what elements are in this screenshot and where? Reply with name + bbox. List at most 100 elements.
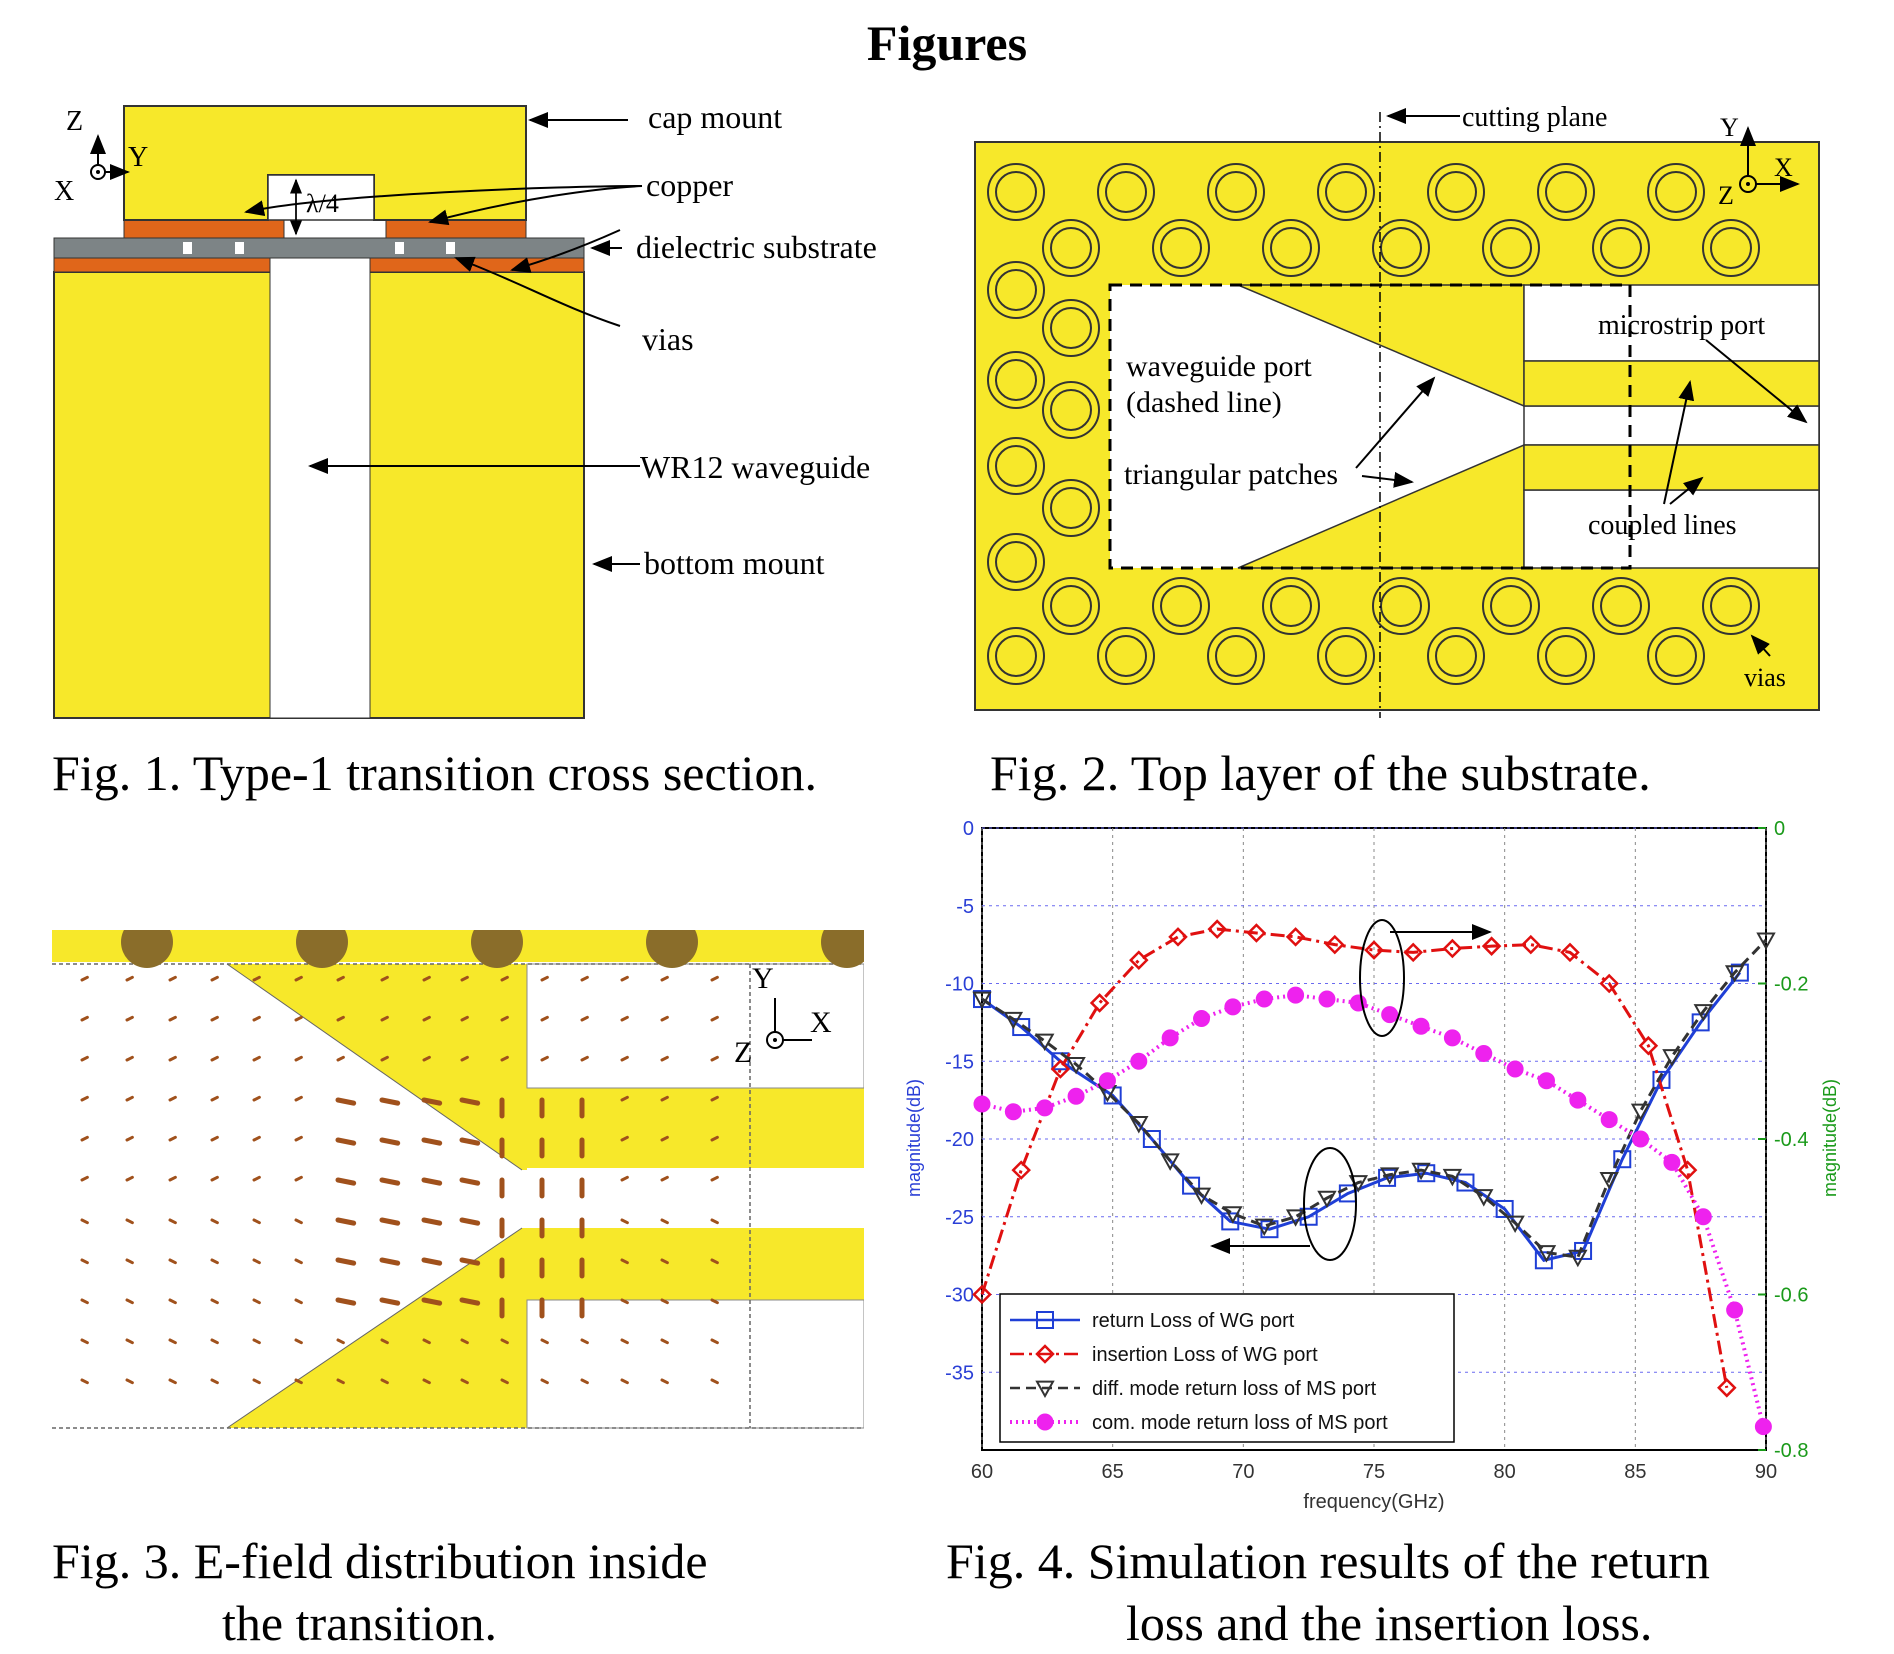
data-point-circle <box>1255 990 1273 1008</box>
data-point-diamond <box>1521 934 1541 955</box>
via-ring <box>1592 219 1650 277</box>
fig3-caption-line1: Fig. 3. E-field distribution inside <box>52 1533 708 1589</box>
fig1-caption: Fig. 1. Type-1 transition cross section. <box>52 745 817 801</box>
via-ring <box>987 437 1045 495</box>
data-point-square <box>1182 1176 1201 1195</box>
via-ring <box>1262 577 1320 635</box>
triangular-patch-upper <box>227 964 527 1170</box>
via-ring <box>1317 163 1375 221</box>
efield-arrow <box>125 1095 134 1102</box>
efield-arrow <box>710 1055 719 1062</box>
microstrip-port-label: microstrip port <box>1598 310 1765 341</box>
efield-arrow <box>210 1015 219 1022</box>
via-core <box>1160 585 1202 627</box>
efield-arrow <box>252 975 261 982</box>
data-point-diamond <box>1035 1344 1055 1364</box>
efield-arrow <box>336 1015 345 1022</box>
efield-arrow <box>580 1338 589 1345</box>
data-point-triangle <box>1285 1209 1306 1227</box>
efield-arrow <box>210 1218 219 1225</box>
data-point-diamond <box>1638 1035 1659 1056</box>
fig3-efield: Y X Z <box>52 928 864 1436</box>
coupled-line-upper <box>1523 360 1820 407</box>
efield-arrow <box>335 1137 357 1146</box>
efield-arrow <box>580 975 589 982</box>
efield-arrow <box>459 1257 481 1266</box>
via-ring <box>987 163 1045 221</box>
data-point-circle <box>1098 1072 1116 1090</box>
data-point-diamond <box>1246 923 1267 943</box>
data-point-square <box>1221 1212 1240 1231</box>
annotation-ellipse-right-axis <box>1359 919 1405 1037</box>
via-ring <box>1097 163 1155 221</box>
data-point-circle <box>1161 1029 1179 1047</box>
efield-arrow <box>80 1055 89 1062</box>
efield-arrow <box>335 1177 357 1186</box>
efield-arrow <box>252 1258 261 1265</box>
efield-arrow <box>580 1015 589 1022</box>
data-point-triangle <box>1066 1056 1086 1075</box>
via-ring <box>1207 163 1265 221</box>
efield-arrow <box>210 1298 219 1305</box>
copper-label: copper <box>646 167 733 203</box>
efield-arrow <box>540 1378 549 1385</box>
data-point-triangle <box>1191 1187 1212 1206</box>
y-left-tick-label: 0 <box>963 818 974 840</box>
via-ring <box>987 261 1045 319</box>
y-left-tick-label: -20 <box>945 1129 974 1151</box>
y-left-tick-label: -30 <box>945 1285 974 1307</box>
waveguide-port-sublabel: (dashed line) <box>1126 386 1282 419</box>
data-point-circle <box>1569 1091 1587 1109</box>
data-point-diamond <box>1364 940 1384 960</box>
data-point-circle <box>1663 1153 1681 1171</box>
data-point-triangle <box>1223 1206 1243 1224</box>
efield-arrow <box>459 1297 481 1306</box>
via-ring <box>1427 627 1485 685</box>
axis-z-label: Z <box>1718 181 1734 210</box>
data-point-diamond <box>1285 927 1306 947</box>
efield-arrow <box>168 1298 177 1305</box>
efield-arrow <box>252 1015 261 1022</box>
y-axis-right-label: magnitude(dB) <box>1820 1079 1840 1197</box>
cutting-plane-label: cutting plane <box>1462 102 1607 133</box>
efield-arrow <box>80 1298 89 1305</box>
efield-arrow <box>379 1137 401 1146</box>
efield-arrow <box>660 1095 669 1102</box>
data-point-circle <box>1036 1099 1054 1117</box>
efield-arrow <box>210 975 219 982</box>
wr12-waveguide-label: WR12 waveguide <box>640 449 870 485</box>
series-line <box>980 927 1729 1389</box>
efield-arrow <box>168 1378 177 1385</box>
data-point-triangle <box>1474 1189 1494 1207</box>
data-point-circle <box>1694 1208 1712 1226</box>
fig4-caption-line2: loss and the insertion loss. <box>1126 1595 1653 1651</box>
efield-arrow <box>336 1338 345 1345</box>
via <box>395 242 404 254</box>
fig3-caption-line2: the transition. <box>222 1595 497 1651</box>
via-core <box>1050 307 1092 349</box>
data-point-diamond <box>1129 950 1149 970</box>
efield-arrow <box>580 1055 589 1062</box>
via-core <box>995 359 1037 401</box>
efield-arrow <box>168 1338 177 1345</box>
via-core <box>1050 487 1092 529</box>
via-ring <box>1702 219 1760 277</box>
efield-arrow <box>125 1218 134 1225</box>
triangular-patch-lower <box>227 1228 527 1428</box>
axis-z-label: Z <box>66 106 83 137</box>
data-point-circle <box>1412 1017 1430 1035</box>
efield-arrow <box>500 1378 509 1385</box>
y-right-tick-label: -0.8 <box>1774 1440 1808 1462</box>
x-tick-label: 75 <box>1363 1461 1385 1483</box>
via-ring <box>1482 219 1540 277</box>
y-right-tick-label: -0.4 <box>1774 1129 1808 1151</box>
efield-arrow <box>80 975 89 982</box>
data-point-circle <box>1600 1111 1618 1129</box>
data-point-circle <box>1443 1029 1461 1047</box>
via-core <box>995 171 1037 213</box>
via-core <box>1380 227 1422 269</box>
efield-arrow <box>294 1378 303 1385</box>
via-core <box>1600 227 1642 269</box>
via-ring <box>1372 577 1430 635</box>
data-point-circle <box>1475 1044 1493 1062</box>
